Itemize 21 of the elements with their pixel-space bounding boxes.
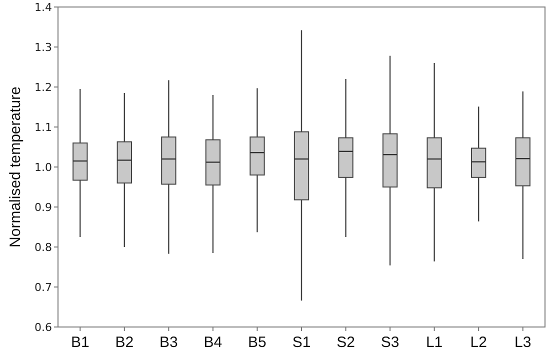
y-axis-title: Normalised temperature bbox=[7, 86, 24, 248]
x-tick-label: L3 bbox=[514, 334, 532, 351]
y-tick-label: 0.6 bbox=[34, 320, 52, 334]
x-tick-label: B2 bbox=[115, 334, 134, 351]
y-tick-label: 1.3 bbox=[34, 40, 52, 54]
y-tick-label: 1.2 bbox=[34, 80, 52, 94]
x-tick-label: S1 bbox=[292, 334, 311, 351]
x-tick-label: L2 bbox=[470, 334, 487, 351]
y-tick-label: 0.7 bbox=[34, 280, 52, 294]
x-tick-label: B3 bbox=[160, 334, 178, 351]
x-tick-label: L1 bbox=[426, 334, 443, 351]
x-tick-label: S2 bbox=[336, 334, 355, 351]
x-tick-label: S3 bbox=[380, 334, 400, 351]
x-tick-label: B4 bbox=[204, 334, 222, 351]
y-tick-label: 1.1 bbox=[34, 120, 52, 134]
x-tick-label: B1 bbox=[70, 334, 90, 351]
y-tick-label: 0.9 bbox=[34, 200, 52, 214]
x-tick-label: B5 bbox=[248, 334, 266, 351]
y-tick-label: 1.0 bbox=[34, 160, 52, 174]
y-tick-label: 0.8 bbox=[34, 240, 52, 254]
y-tick-label: 1.4 bbox=[34, 0, 52, 14]
